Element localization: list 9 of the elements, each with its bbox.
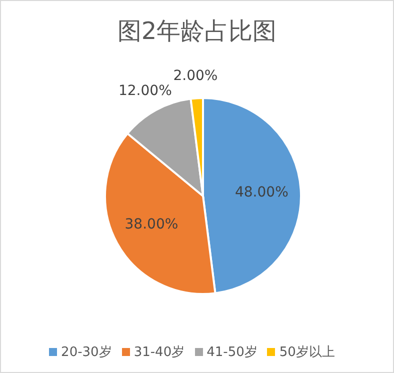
legend-label: 41-50岁 [206,345,258,360]
data-label: 48.00% [234,184,288,200]
legend-label: 50岁以上 [279,345,335,360]
legend-label: 20-30岁 [61,345,112,360]
data-label: 2.00% [173,68,218,84]
legend-label: 31-40岁 [134,345,185,360]
data-label: 12.00% [118,82,172,99]
chart-title: 图2年龄占比图 [116,16,278,47]
data-label: 38.00% [124,216,178,232]
